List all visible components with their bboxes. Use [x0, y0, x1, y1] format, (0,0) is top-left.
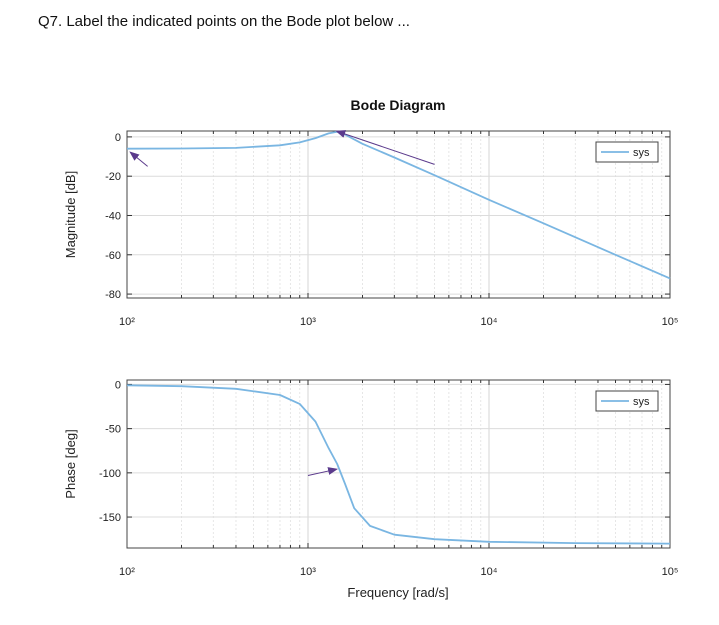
plot-area: [127, 131, 670, 298]
x-tick-label: 10⁵: [662, 566, 679, 578]
x-tick-label: 10⁴: [481, 316, 498, 328]
legend-label: sys: [633, 396, 650, 408]
series-line-sys: [126, 384, 671, 545]
x-axis-label: Frequency [rad/s]: [347, 585, 448, 600]
x-tick-label: 10³: [300, 316, 316, 328]
y-axis-label: Magnitude [dB]: [63, 171, 78, 258]
y-tick-label: -20: [105, 171, 121, 183]
y-tick-label: 0: [115, 379, 121, 391]
x-tick-label: 10³: [300, 566, 316, 578]
question-text: Q7. Label the indicated points on the Bo…: [38, 13, 410, 30]
annotation-arrow: [335, 130, 435, 165]
legend-label: sys: [633, 147, 650, 159]
annotation-arrow: [307, 467, 339, 476]
y-tick-label: 0: [115, 132, 121, 144]
x-tick-label: 10²: [119, 566, 135, 578]
y-tick-label: -80: [105, 289, 121, 301]
plot-frame: [126, 379, 671, 549]
phase-panel: 0 -50 -100 -150 10² 10³ 10⁴ 10⁵ Phase [deg] sys: [63, 379, 678, 578]
y-tick-label: -150: [99, 512, 121, 524]
y-tick-label: -60: [105, 250, 121, 262]
plot-frame: [126, 130, 671, 299]
y-tick-label: -40: [105, 210, 121, 222]
chart-title: Bode Diagram: [351, 97, 446, 113]
y-tick-label: -50: [105, 424, 121, 436]
x-tick-label: 10⁵: [662, 316, 679, 328]
magnitude-panel: 0 -20 -40 -60 -80 10² 10³ 10⁴ 10⁵ Magnitude [dB] s…: [63, 130, 679, 328]
annotation-arrow: [129, 151, 148, 167]
legend: sys: [595, 141, 659, 163]
x-tick-label: 10²: [119, 316, 135, 328]
x-tick-label: 10⁴: [481, 566, 498, 578]
y-axis-label: Phase [deg]: [63, 429, 78, 498]
legend: sys: [595, 390, 659, 412]
y-tick-label: -100: [99, 468, 121, 480]
plot-area: [127, 380, 670, 548]
